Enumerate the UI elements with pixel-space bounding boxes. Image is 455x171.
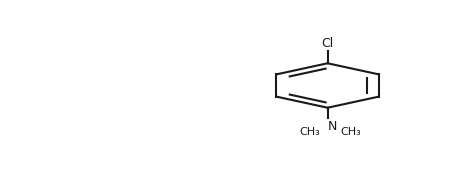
Text: CH₃: CH₃ [299,127,320,136]
Text: N: N [328,120,337,133]
Text: CH₃: CH₃ [340,127,361,136]
Text: Cl: Cl [322,37,334,50]
